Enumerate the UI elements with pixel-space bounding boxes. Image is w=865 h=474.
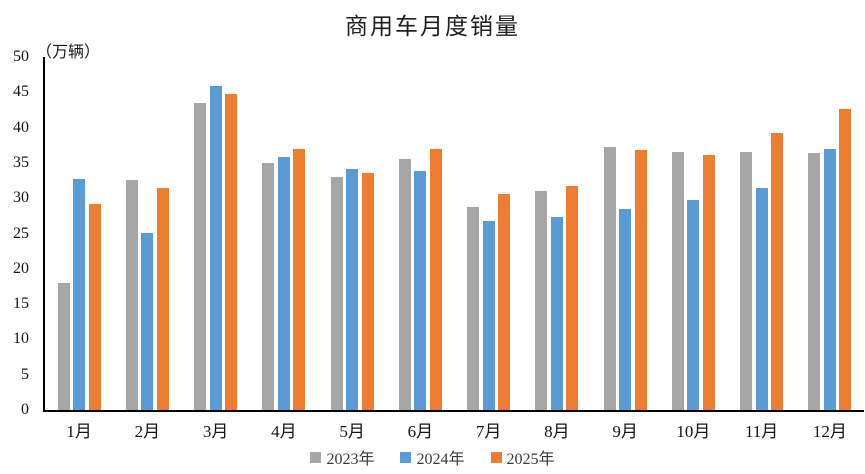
bar-2025年-2月	[156, 188, 169, 410]
y-tick-label: 5	[21, 365, 29, 383]
bar-2023年-6月	[398, 159, 411, 410]
bar-2023年-7月	[467, 207, 480, 410]
y-tick-label: 20	[13, 259, 29, 277]
y-tick-label: 30	[13, 189, 29, 207]
legend-swatch-icon	[400, 451, 412, 463]
legend-item-2023年: 2023年	[310, 445, 374, 469]
legend-item-2024年: 2024年	[400, 445, 465, 469]
bar-2025年-8月	[566, 186, 579, 410]
x-tick-label: 9月	[612, 422, 638, 441]
y-tick-label: 45	[13, 83, 29, 101]
y-tick-label: 40	[13, 118, 29, 136]
x-axis: 1月 2月 3月 4月 5月 6月 7月 8月 9月 10月 11月 12月	[45, 417, 864, 441]
bar-2025年-3月	[225, 94, 238, 410]
y-tick-label: 10	[13, 330, 29, 348]
bar-2023年-5月	[330, 177, 343, 410]
legend-item-2025年: 2025年	[490, 445, 555, 469]
bar-2024年-5月	[346, 169, 359, 410]
bar-2024年-8月	[550, 217, 563, 410]
bar-2025年-4月	[293, 149, 306, 410]
legend-label: 2023年	[326, 451, 375, 468]
chart-title: 商用车月度销量	[345, 14, 520, 39]
legend: 2023年 2024年 2025年	[0, 445, 865, 469]
bar-2025年-1月	[88, 204, 101, 410]
bar-2025年-9月	[634, 150, 647, 410]
bar-2024年-10月	[687, 200, 700, 410]
bar-2023年-3月	[194, 103, 207, 410]
bar-2023年-12月	[808, 153, 821, 410]
x-tick-label: 5月	[339, 422, 365, 441]
legend-swatch-icon	[490, 451, 502, 463]
bar-2024年-7月	[482, 221, 495, 410]
bar-2025年-7月	[498, 194, 511, 410]
x-tick-label: 1月	[66, 422, 92, 441]
bar-2025年-5月	[361, 173, 374, 410]
bar-2025年-11月	[771, 133, 784, 410]
bar-2024年-11月	[755, 188, 768, 410]
x-tick-label: 10月	[676, 422, 711, 441]
y-axis-unit-label: （万辆）	[36, 44, 101, 61]
x-tick-label: 11月	[744, 422, 779, 441]
plot-area	[43, 57, 864, 412]
y-tick-label: 50	[13, 48, 29, 65]
bar-2023年-4月	[262, 163, 275, 410]
bar-2023年-11月	[740, 152, 753, 410]
bar-2024年-3月	[209, 86, 222, 410]
legend-label: 2024年	[416, 451, 465, 468]
bar-2024年-4月	[277, 157, 290, 410]
bar-2024年-12月	[823, 149, 836, 410]
bar-2025年-10月	[702, 155, 715, 410]
legend-label: 2025年	[506, 451, 555, 468]
legend-swatch-icon	[310, 451, 322, 463]
x-tick-label: 2月	[134, 422, 161, 441]
bar-2024年-1月	[73, 179, 86, 410]
y-tick-label: 25	[13, 224, 29, 242]
y-tick-label: 35	[13, 153, 29, 171]
x-tick-label: 12月	[812, 422, 847, 441]
bar-2025年-12月	[839, 109, 852, 410]
x-tick-label: 7月	[475, 422, 502, 441]
bar-2025年-6月	[429, 149, 442, 410]
bar-2024年-9月	[619, 209, 632, 410]
bar-2023年-10月	[671, 152, 684, 410]
bar-2023年-1月	[57, 283, 70, 410]
y-tick-label: 15	[13, 295, 29, 313]
bar-2023年-9月	[603, 147, 616, 410]
bar-2024年-6月	[414, 171, 427, 410]
x-tick-label: 6月	[407, 422, 434, 441]
y-tick-label: 0	[21, 401, 29, 418]
x-tick-label: 4月	[271, 422, 297, 441]
x-tick-label: 3月	[202, 422, 229, 441]
bar-2024年-2月	[141, 233, 154, 410]
x-tick-label: 8月	[544, 422, 570, 441]
bar-2023年-2月	[125, 180, 138, 410]
bar-2023年-8月	[535, 191, 548, 410]
